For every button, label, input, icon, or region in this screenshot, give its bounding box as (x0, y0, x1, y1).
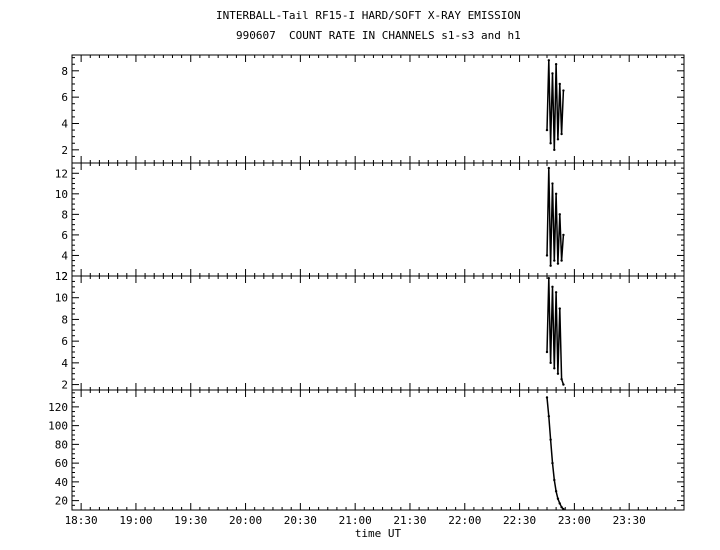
y-tick-label: 40 (55, 476, 68, 489)
y-tick-label: 4 (61, 357, 68, 370)
x-tick-label: 20:30 (284, 514, 317, 527)
data-point-h1 (547, 415, 551, 418)
y-tick-label: 80 (55, 438, 68, 451)
data-point-h1 (558, 502, 561, 505)
y-tick-label: 20 (55, 495, 68, 508)
x-tick-label: 20:00 (229, 514, 262, 527)
panel-frame (71, 275, 685, 391)
data-point-s3 (547, 276, 551, 280)
x-tick-label: 23:30 (613, 514, 646, 527)
data-point-s1 (553, 148, 556, 152)
data-point-s3 (551, 285, 554, 289)
y-tick-label: 8 (61, 313, 68, 326)
data-point-h1 (560, 505, 563, 509)
y-tick-label: 2 (61, 270, 68, 283)
data-point-s1 (562, 89, 565, 92)
series-line-s3 (546, 278, 565, 385)
data-point-s1 (556, 138, 560, 141)
y-tick-label: 4 (61, 117, 68, 130)
panel-s2: 2 4 6 8 10 12 (55, 162, 685, 283)
data-point-s2 (554, 192, 558, 196)
data-point-s3 (556, 372, 560, 375)
data-point-s2 (558, 213, 561, 216)
y-tick-label: 2 (61, 379, 68, 392)
data-point-s3 (553, 367, 556, 370)
y-tick-label: 6 (61, 91, 68, 104)
x-axis-label: time UT (355, 527, 402, 540)
data-point-s2 (549, 264, 552, 267)
y-tick-label: 6 (61, 335, 68, 348)
chart-subtitle: 990607 COUNT RATE IN CHANNELS s1-s3 and … (236, 29, 521, 42)
panel-frame (71, 162, 685, 277)
data-point-s1 (554, 63, 558, 66)
data-point-h1 (562, 507, 565, 511)
data-point-s1 (545, 128, 549, 132)
panel-frame (71, 54, 685, 164)
y-tick-label: 10 (55, 188, 68, 201)
data-point-h1 (553, 478, 556, 482)
data-point-s1 (547, 59, 551, 62)
x-tick-label: 21:30 (393, 514, 426, 527)
x-tick-label: 22:30 (503, 514, 536, 527)
y-tick-label: 12 (55, 270, 68, 283)
x-tick-label: 23:00 (558, 514, 591, 527)
series-line-h1 (546, 397, 564, 510)
y-tick-label: 12 (55, 167, 68, 180)
data-point-s3 (560, 377, 563, 381)
data-point-s2 (556, 262, 560, 265)
y-tick-label: 60 (55, 457, 68, 470)
series-line-s2 (546, 168, 565, 266)
data-point-s3 (549, 361, 552, 365)
y-tick-label: 8 (61, 208, 68, 221)
y-tick-label: 120 (48, 401, 68, 414)
data-point-h1 (545, 396, 549, 399)
data-point-h1 (549, 438, 552, 441)
x-tick-label: 22:00 (448, 514, 481, 527)
y-tick-label: 6 (61, 229, 68, 242)
data-point-s2 (547, 166, 551, 170)
y-tick-label: 4 (61, 249, 68, 262)
y-tick-label: 8 (61, 65, 68, 78)
series-line-s1 (546, 60, 565, 150)
data-point-s2 (560, 259, 563, 262)
data-point-s3 (554, 291, 558, 294)
panel-frame (71, 389, 685, 511)
x-tick-label: 21:00 (339, 514, 372, 527)
chart-title: INTERBALL-Tail RF15-I HARD/SOFT X-RAY EM… (216, 9, 521, 22)
data-point-s3 (558, 307, 561, 310)
y-tick-label: 10 (55, 292, 68, 305)
data-point-s3 (545, 350, 549, 354)
data-point-s2 (551, 182, 554, 185)
data-point-s1 (549, 142, 552, 145)
panel-s3: 2 4 6 8 10 12 (55, 270, 685, 392)
data-point-s1 (558, 82, 561, 86)
y-tick-label: 100 (48, 420, 68, 433)
data-point-s2 (553, 259, 556, 262)
data-point-h1 (551, 461, 554, 465)
data-point-s1 (560, 132, 563, 136)
x-tick-label: 19:30 (174, 514, 207, 527)
x-tick-label: 19:00 (119, 514, 152, 527)
data-point-h1 (556, 497, 560, 500)
data-point-s1 (551, 72, 554, 75)
panel-s1: 2 4 6 8 (61, 54, 685, 164)
data-point-s2 (562, 233, 565, 237)
x-tick-label: 18:30 (65, 514, 98, 527)
panel-h1: 20 40 60 80 100 120 (48, 389, 685, 511)
data-point-h1 (554, 490, 558, 493)
data-point-s3 (562, 383, 565, 386)
y-tick-label: 2 (61, 144, 68, 157)
data-point-s2 (545, 254, 549, 257)
